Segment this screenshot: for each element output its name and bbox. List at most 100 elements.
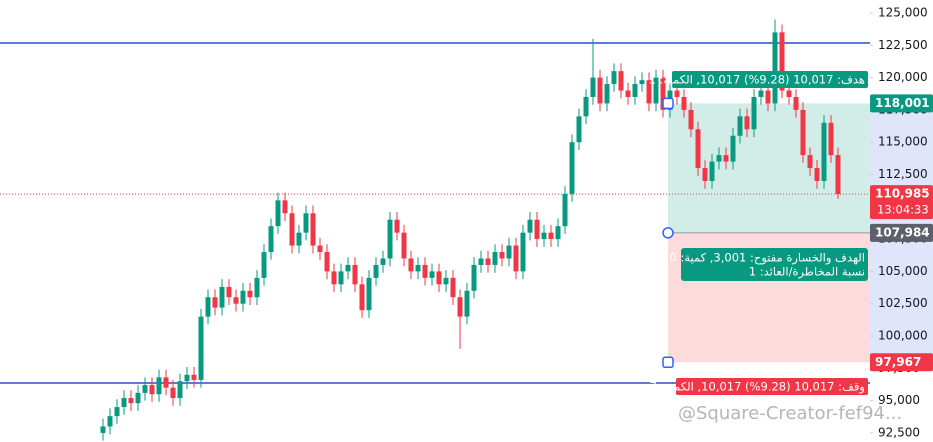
y-tick-label: 100,000	[878, 329, 928, 343]
target-handle	[662, 97, 674, 110]
candle-body	[240, 290, 246, 304]
candle-body	[289, 213, 295, 246]
candle-body	[205, 297, 211, 317]
candle-body	[429, 271, 435, 278]
candle-body	[772, 32, 778, 104]
y-tick-label: 122,500	[878, 38, 928, 52]
candle-body	[562, 193, 568, 227]
candle-body	[709, 161, 715, 181]
candle-body	[296, 232, 302, 246]
candle-body	[478, 258, 484, 265]
candle-body	[793, 96, 799, 110]
y-tick-label: 92,500	[878, 425, 920, 439]
middle-label-bg	[681, 248, 868, 281]
candle-body	[723, 155, 729, 162]
target-label: هدف: 10,017 (9.28%) 10,017, الكمية: 1	[649, 73, 865, 87]
candle-body	[359, 284, 365, 311]
candle-body	[499, 252, 505, 259]
candle-body	[254, 277, 260, 298]
watermark: @Square-Creator-fef94...	[678, 403, 902, 424]
candle-body	[674, 90, 680, 97]
y-tick-label: 102,500	[878, 296, 928, 310]
last-price-tag: 110,985	[875, 187, 930, 201]
candle-body	[310, 213, 316, 246]
candle-body	[394, 219, 400, 233]
candle-body	[471, 264, 477, 291]
stop-price-tag: 97,967	[875, 355, 921, 369]
target-price-tag-bg	[870, 94, 933, 113]
candle-body	[387, 219, 393, 259]
candle-body	[513, 245, 519, 272]
candle-body	[835, 155, 841, 195]
candle-body	[275, 200, 281, 227]
candle-body	[604, 84, 610, 104]
y-tick-label: 120,000	[878, 70, 928, 84]
candle-body	[464, 290, 470, 317]
candle-body	[261, 252, 267, 278]
candle-body	[485, 258, 491, 265]
candle-body	[758, 90, 764, 97]
candle-body	[807, 155, 813, 169]
candle-body	[198, 316, 204, 380]
candle-body	[786, 90, 792, 97]
candle-body	[639, 80, 645, 85]
y-tick-label: 125,000	[878, 5, 928, 19]
candle-body	[114, 407, 120, 417]
candle-body	[751, 96, 757, 130]
candle-body	[408, 258, 414, 272]
candle-body	[324, 252, 330, 272]
candle-body	[212, 297, 218, 308]
candle-body	[681, 96, 687, 110]
candle-body	[611, 71, 617, 85]
middle-label: نسبة المخاطرة/العائد: 1	[749, 265, 865, 280]
candle-body	[555, 226, 561, 240]
candle-body	[646, 80, 652, 104]
y-tick-label: 112,500	[878, 167, 928, 181]
candle-body	[506, 245, 512, 259]
candle-body	[625, 90, 631, 97]
candle-body	[828, 122, 834, 156]
candle-body	[100, 426, 106, 433]
candle-body	[226, 286, 232, 298]
candle-body	[247, 290, 253, 298]
candle-body	[590, 77, 596, 97]
candle-body	[233, 297, 239, 304]
stop-label: وقف: 10,017 (9.28%) 10,017, الكمية: 7	[650, 380, 865, 395]
candle-body	[716, 155, 722, 162]
candle-body	[149, 385, 155, 395]
candle-body	[765, 90, 771, 104]
y-tick-label: 115,000	[878, 135, 928, 149]
candle-body	[730, 135, 736, 162]
candle-body	[191, 374, 197, 380]
candle-body	[331, 271, 337, 285]
candle-body	[303, 213, 309, 233]
candle-body	[219, 286, 225, 308]
candle-body	[534, 219, 540, 240]
candle-body	[107, 416, 113, 427]
candle-body	[373, 264, 379, 278]
candle-body	[597, 77, 603, 104]
candle-body	[576, 116, 582, 143]
candle-body	[345, 264, 351, 272]
entry-price-tag: 107,984	[875, 225, 930, 239]
candle-body	[268, 226, 274, 253]
entry-price-tag-bg	[870, 223, 933, 242]
candle-body	[702, 168, 708, 181]
candle-body	[415, 264, 421, 272]
stop-handle	[662, 356, 674, 369]
candle-body	[520, 232, 526, 272]
candle-body	[135, 392, 141, 404]
candle-body	[814, 168, 820, 181]
countdown: 13:04:33	[877, 203, 929, 217]
candle-body	[695, 129, 701, 169]
last-price-tag-bg	[870, 185, 933, 220]
candle-body	[779, 32, 785, 91]
candle-body	[737, 116, 743, 136]
candle-body	[457, 297, 463, 317]
candle-body	[177, 381, 183, 399]
candle-body	[653, 77, 659, 104]
candle-body	[317, 245, 323, 253]
candle-body	[436, 271, 442, 285]
